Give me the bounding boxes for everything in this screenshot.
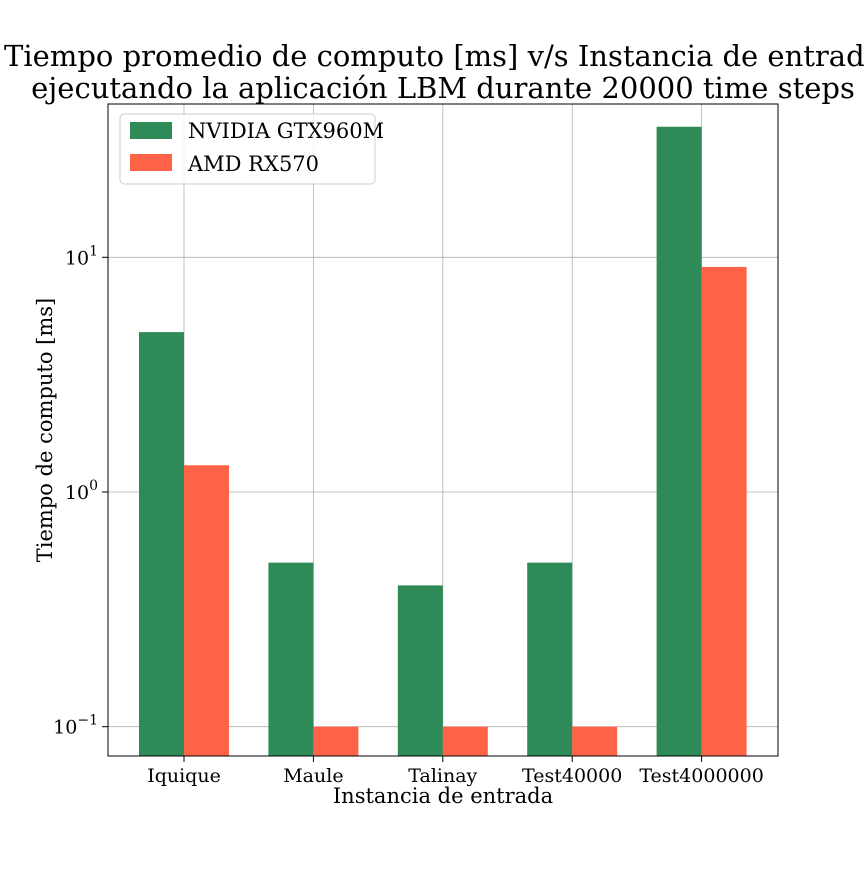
x-tick-label: Test40000 [522, 765, 622, 787]
y-tick-label: 101 [65, 243, 98, 269]
bar-nvidia-maule [268, 562, 314, 756]
y-tick-label: 10−1 [53, 713, 98, 739]
bar-nvidia-test40000 [527, 562, 573, 756]
bar-nvidia-test4000000 [656, 126, 702, 757]
x-tick-label: Test4000000 [639, 765, 763, 787]
x-tick-label: Talinay [408, 765, 477, 787]
legend: NVIDIA GTX960M AMD RX570 [119, 113, 384, 185]
x-axis-label: Instancia de entrada [333, 784, 553, 808]
bar-nvidia-iquique [139, 332, 184, 756]
legend-label-amd: AMD RX570 [187, 152, 319, 176]
legend-swatch-amd [130, 154, 172, 171]
bar-amd-test4000000 [701, 266, 747, 756]
bar-amd-maule [313, 726, 359, 756]
axis-ticks: 10−1 100 101 Iquique Maule Talinay Test40000 Te… [53, 243, 764, 787]
x-tick-label: Iquique [147, 765, 221, 787]
y-tick-label: 100 [65, 478, 98, 504]
bar-amd-talinay [442, 726, 488, 756]
bar-nvidia-talinay [397, 585, 443, 756]
y-axis-label: Tiempo de computo [ms] [33, 298, 57, 563]
chart-subtitle: ejecutando la aplicación LBM durante 200… [31, 71, 855, 105]
x-tick-label: Maule [283, 765, 343, 787]
legend-label-nvidia: NVIDIA GTX960M [188, 119, 384, 143]
bar-amd-test40000 [572, 726, 618, 756]
legend-box [119, 113, 376, 185]
chart-title: Tiempo promedio de computo [ms] v/s Inst… [4, 39, 864, 73]
legend-swatch-nvidia [130, 122, 172, 139]
bars [139, 126, 747, 757]
bar-amd-iquique [184, 465, 229, 756]
